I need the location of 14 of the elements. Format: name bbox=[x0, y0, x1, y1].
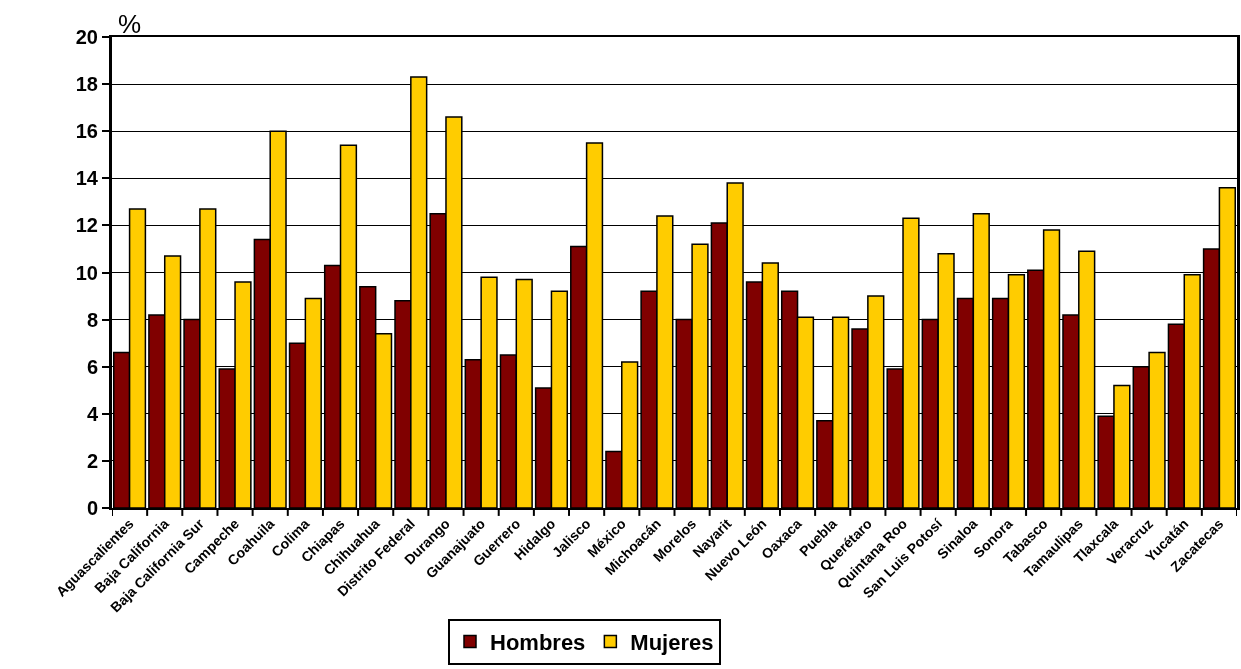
y-tick-label: 18 bbox=[75, 73, 98, 96]
y-tick-label: 16 bbox=[75, 120, 98, 143]
y-tick-label: 0 bbox=[86, 497, 98, 519]
y-tick-label: 10 bbox=[75, 261, 98, 284]
y-axis-title: % bbox=[118, 9, 142, 39]
y-tick-label: 2 bbox=[86, 449, 98, 472]
legend-label: Mujeres bbox=[630, 630, 714, 656]
legend-label: Hombres bbox=[490, 630, 586, 656]
y-tick-label: 8 bbox=[86, 308, 98, 331]
y-tick-label: 20 bbox=[75, 26, 98, 48]
y-tick-label: 12 bbox=[75, 214, 98, 237]
y-tick-label: 6 bbox=[86, 355, 98, 378]
y-tick-label: 14 bbox=[75, 167, 99, 190]
y-tick-label: 4 bbox=[86, 402, 99, 425]
